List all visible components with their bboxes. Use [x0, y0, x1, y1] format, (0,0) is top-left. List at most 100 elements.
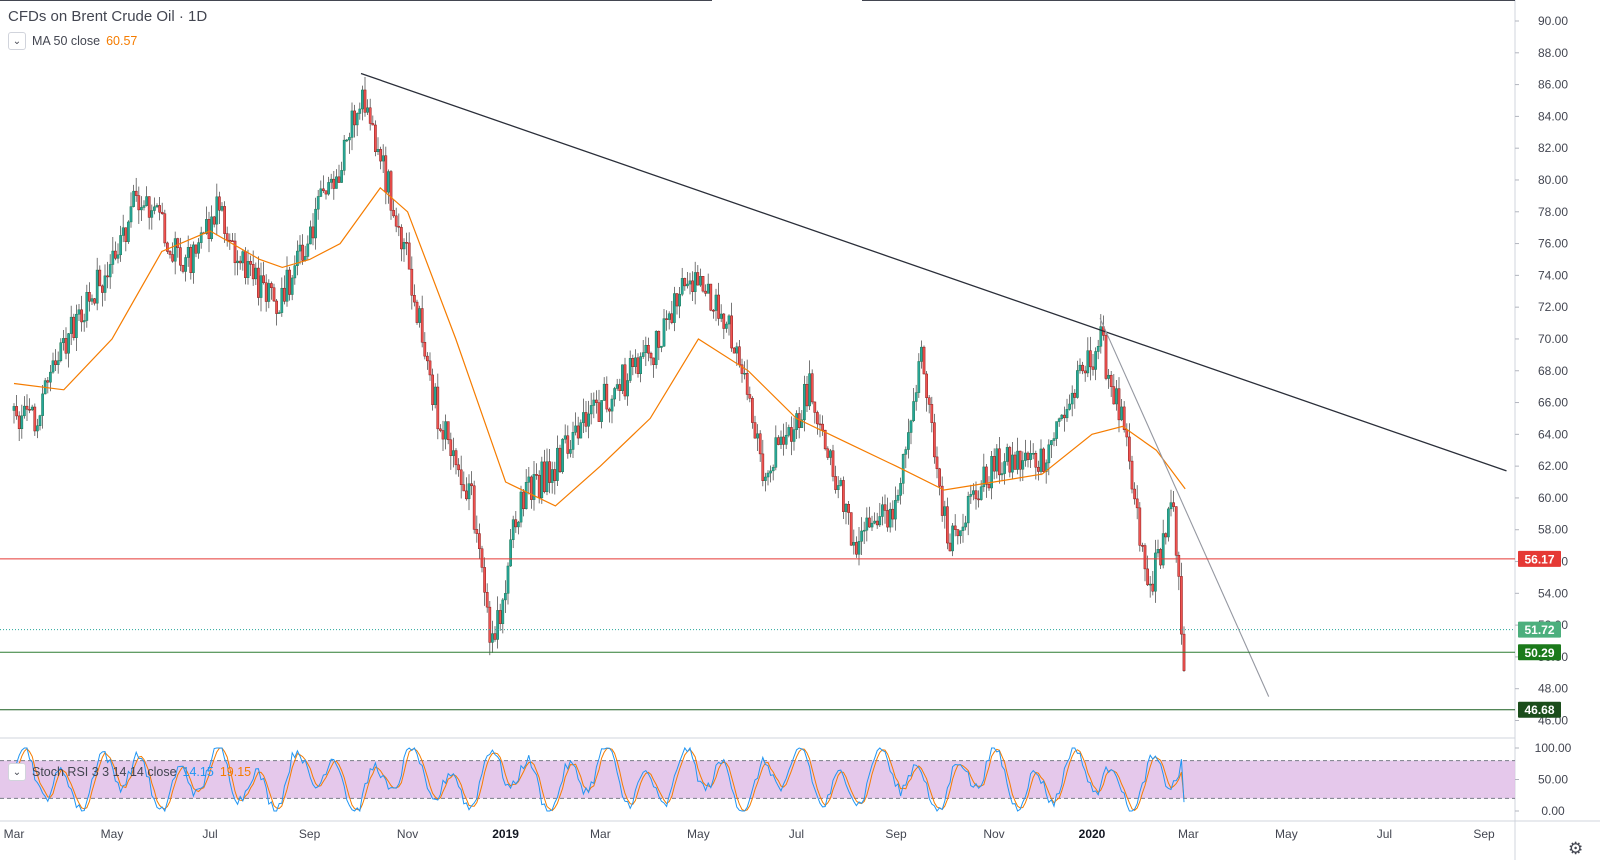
time-tick-label: May — [687, 827, 710, 841]
candle-body — [683, 278, 687, 287]
candle-body — [493, 633, 497, 640]
candle-body — [1086, 350, 1090, 374]
candle-body — [233, 240, 237, 264]
candle-body — [756, 433, 759, 439]
candle-body — [17, 415, 21, 429]
candle-body — [1008, 447, 1012, 473]
candle-body — [397, 225, 401, 228]
candle-body — [129, 206, 133, 223]
candle-body — [267, 283, 271, 302]
candle-body — [215, 196, 219, 225]
candle-body — [735, 346, 739, 354]
time-tick-label: Nov — [983, 827, 1004, 841]
candle-body — [1143, 545, 1147, 570]
candle-body — [262, 275, 265, 283]
trendline-major — [360, 72, 1507, 472]
candle-body — [701, 276, 705, 292]
candle-body — [210, 216, 213, 240]
candle-body — [127, 221, 130, 242]
candle-body — [966, 496, 970, 524]
candle-body — [322, 188, 325, 191]
candle-body — [181, 264, 185, 272]
candle-body — [452, 450, 455, 456]
candle-body — [166, 242, 169, 252]
candle-body — [293, 265, 297, 279]
stoch-legend-label: Stoch RSI 3 3 14 14 close — [32, 765, 177, 779]
candle-body — [688, 280, 692, 285]
price-tick-label: 58.00 — [1538, 523, 1568, 537]
candle-body — [1125, 429, 1129, 438]
ma50-line — [13, 187, 1186, 507]
candle-body — [431, 374, 434, 405]
candle-body — [727, 315, 731, 325]
candle-body — [912, 401, 915, 422]
candles-group — [12, 76, 1186, 672]
candle-body — [25, 405, 29, 410]
candle-body — [589, 405, 593, 415]
time-tick-label: Jul — [202, 827, 217, 841]
candle-body — [1068, 403, 1071, 410]
candle-body — [584, 412, 588, 427]
candle-body — [808, 373, 811, 407]
candle-body — [137, 195, 141, 211]
candle-body — [998, 448, 1001, 476]
candle-body — [951, 525, 954, 552]
candle-body — [628, 358, 632, 381]
candle-body — [792, 429, 796, 442]
candle-body — [571, 432, 575, 450]
candle-body — [543, 461, 546, 493]
candle-body — [225, 233, 229, 241]
candle-body — [1138, 507, 1142, 546]
candle-body — [745, 373, 749, 395]
candle-body — [285, 269, 289, 302]
candle-body — [576, 425, 580, 439]
candle-body — [1130, 460, 1134, 490]
candle-body — [218, 196, 221, 211]
candle-body — [147, 196, 151, 218]
candle-body — [355, 113, 359, 126]
candle-body — [717, 294, 720, 319]
candle-body — [368, 107, 372, 124]
candle-body — [1003, 461, 1006, 474]
candle-body — [714, 294, 718, 311]
candle-body — [1161, 533, 1165, 566]
time-tick-label: 2019 — [492, 827, 519, 841]
candle-body — [574, 425, 577, 433]
candle-body — [774, 437, 778, 468]
chevron-down-icon[interactable]: ⌄ — [8, 763, 26, 781]
candle-body — [1021, 460, 1025, 470]
candle-body — [124, 227, 128, 242]
candle-body — [509, 539, 512, 567]
candle-body — [179, 247, 182, 266]
candle-body — [1146, 568, 1149, 586]
gear-icon[interactable]: ⚙ — [1568, 839, 1584, 858]
candle-body — [394, 215, 398, 227]
ma-legend-label: MA 50 close — [32, 34, 101, 48]
chevron-down-icon[interactable]: ⌄ — [8, 32, 26, 50]
candle-body — [587, 413, 590, 427]
candle-body — [1005, 447, 1009, 462]
candle-body — [829, 450, 832, 458]
stoch-d-value: 19.15 — [219, 765, 252, 779]
candle-body — [974, 490, 978, 500]
candle-body — [69, 316, 73, 334]
candle-body — [158, 205, 161, 213]
candle-body — [761, 453, 765, 481]
candle-body — [374, 124, 377, 152]
candle-body — [33, 406, 37, 432]
price-level-tag — [1518, 644, 1561, 661]
candle-body — [485, 592, 489, 608]
stoch-k-value: 14.15 — [182, 765, 214, 779]
candle-body — [82, 320, 86, 323]
candle-body — [834, 476, 837, 490]
candle-body — [108, 264, 112, 278]
candle-body — [1120, 406, 1123, 421]
candle-body — [857, 541, 861, 555]
candle-body — [459, 469, 463, 485]
candle-body — [405, 242, 408, 244]
candle-body — [67, 333, 70, 354]
candle-body — [103, 275, 107, 293]
candle-body — [498, 610, 502, 624]
